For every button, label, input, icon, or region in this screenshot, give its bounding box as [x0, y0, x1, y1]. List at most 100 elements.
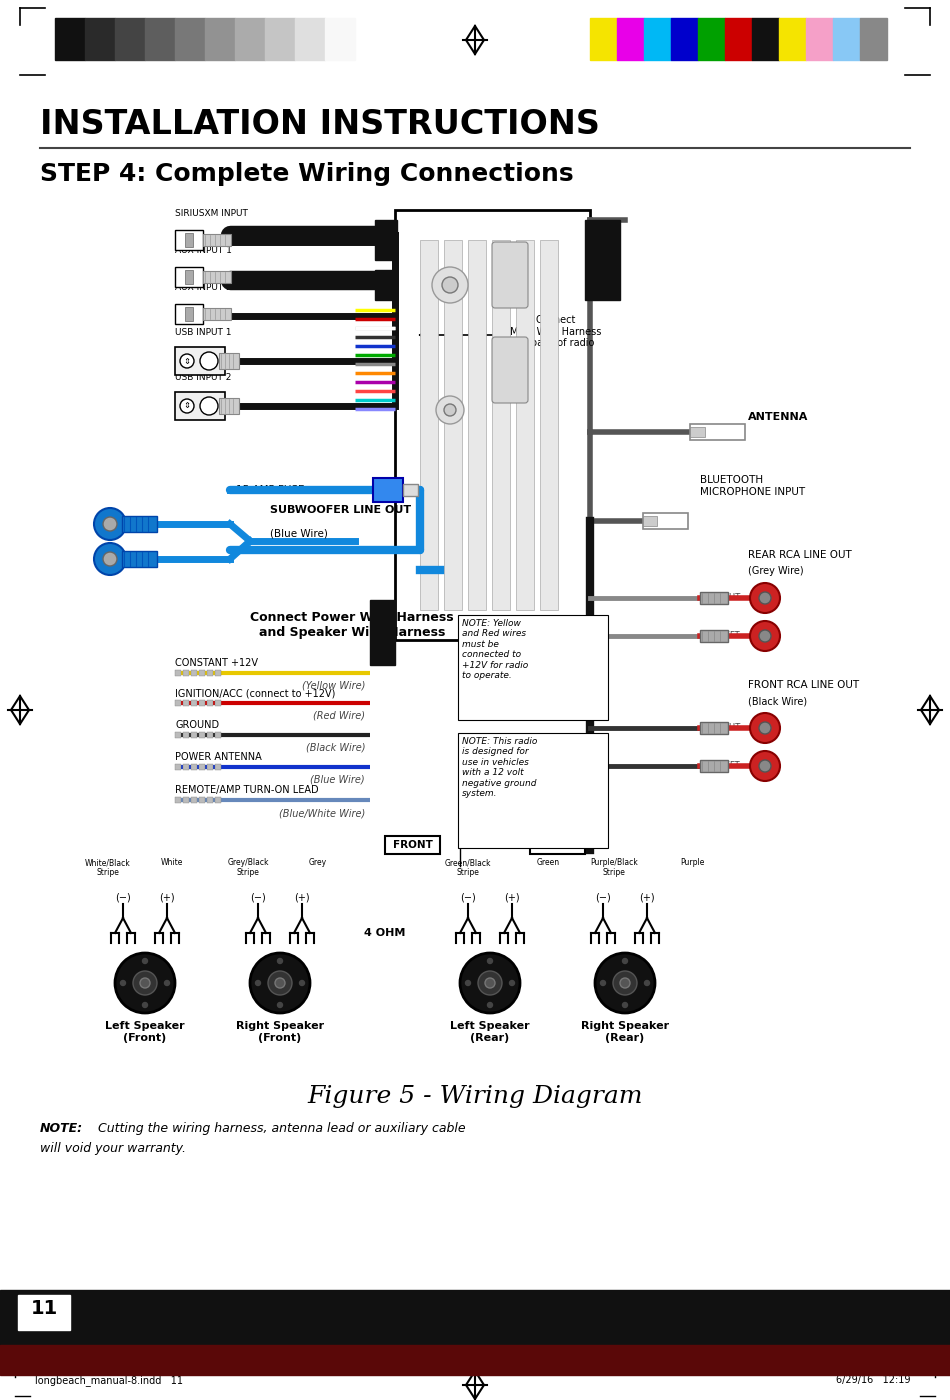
Bar [183, 797, 189, 804]
Text: 11: 11 [30, 1299, 58, 1317]
Bar [55, 18, 85, 60]
Bar [643, 517, 657, 526]
Bar [175, 797, 181, 804]
Bar [207, 671, 213, 676]
Text: (Grey Wire): (Grey Wire) [748, 566, 804, 575]
Text: (+): (+) [639, 893, 655, 903]
Text: Grey: Grey [309, 858, 327, 867]
Bar [806, 18, 833, 60]
Text: Grey/Black
Stripe: Grey/Black Stripe [227, 858, 269, 878]
Bar [700, 722, 728, 734]
Circle shape [200, 398, 218, 414]
Text: FRONT RCA LINE OUT: FRONT RCA LINE OUT [748, 680, 859, 690]
Text: RIGHT: RIGHT [713, 594, 740, 602]
Bar [191, 671, 197, 676]
Text: (Blue Wire): (Blue Wire) [270, 528, 328, 538]
Circle shape [600, 980, 605, 986]
Bar [0, 1289, 950, 1365]
Circle shape [180, 354, 194, 368]
Bar [375, 270, 397, 300]
Bar [207, 797, 213, 804]
Bar [185, 232, 193, 246]
Circle shape [103, 552, 117, 566]
Text: LEFT: LEFT [720, 631, 740, 641]
Bar [325, 18, 355, 60]
Bar [215, 764, 221, 770]
Bar [700, 630, 728, 643]
Bar [219, 353, 239, 370]
Bar [265, 18, 295, 60]
Text: White: White [161, 858, 183, 867]
Bar [643, 512, 688, 529]
Text: longbeach_manual-8.indd   11: longbeach_manual-8.indd 11 [35, 1375, 183, 1386]
Circle shape [115, 953, 175, 1014]
Text: AUX INPUT 2: AUX INPUT 2 [175, 283, 232, 293]
FancyBboxPatch shape [492, 242, 528, 308]
Text: Connect Power Wire Harness
and Speaker Wire Harness: Connect Power Wire Harness and Speaker W… [250, 610, 454, 638]
Bar [215, 700, 221, 706]
Circle shape [622, 959, 628, 963]
Text: ANTENNA: ANTENNA [748, 412, 808, 421]
Circle shape [466, 980, 470, 986]
Circle shape [250, 953, 310, 1014]
Bar [183, 732, 189, 738]
Bar [698, 18, 725, 60]
Text: REAR: REAR [542, 840, 573, 850]
Bar [175, 267, 203, 287]
Bar [199, 797, 205, 804]
Text: (Blue/White Wire): (Blue/White Wire) [278, 808, 365, 818]
Bar [183, 700, 189, 706]
Circle shape [478, 972, 502, 995]
Bar [458, 734, 608, 848]
Text: USB INPUT 2: USB INPUT 2 [175, 372, 232, 382]
Bar [375, 220, 397, 260]
Circle shape [759, 760, 771, 771]
Text: Green: Green [537, 858, 560, 867]
Text: (−): (−) [595, 893, 611, 903]
FancyBboxPatch shape [492, 337, 528, 403]
Bar [219, 398, 239, 414]
Text: AUX INPUT 1: AUX INPUT 1 [175, 246, 232, 255]
Bar [0, 1345, 950, 1375]
Bar [203, 308, 231, 321]
Text: Left Speaker
(Rear): Left Speaker (Rear) [450, 1021, 530, 1043]
Bar [199, 671, 205, 676]
Bar [444, 239, 462, 610]
Bar [690, 427, 705, 437]
Bar [183, 671, 189, 676]
Bar [690, 424, 745, 440]
Text: INSTALLATION INSTRUCTIONS: INSTALLATION INSTRUCTIONS [40, 108, 599, 141]
Circle shape [759, 630, 771, 643]
Bar [199, 764, 205, 770]
Text: REAR RCA LINE OUT: REAR RCA LINE OUT [748, 550, 852, 560]
Bar [122, 552, 157, 567]
Circle shape [759, 592, 771, 603]
Bar [700, 592, 728, 603]
Bar [779, 18, 806, 60]
Circle shape [620, 979, 630, 988]
Bar [191, 700, 197, 706]
Circle shape [200, 351, 218, 370]
Circle shape [180, 399, 194, 413]
Circle shape [164, 980, 169, 986]
Bar [370, 601, 395, 665]
Text: ⇕: ⇕ [183, 357, 191, 365]
Circle shape [460, 953, 520, 1014]
Circle shape [121, 980, 125, 986]
Circle shape [613, 972, 637, 995]
Bar [468, 239, 486, 610]
Circle shape [142, 1002, 147, 1008]
Circle shape [485, 979, 495, 988]
Bar [420, 239, 438, 610]
Bar [85, 18, 115, 60]
Bar [207, 764, 213, 770]
Bar [185, 270, 193, 284]
Bar [617, 18, 644, 60]
Text: Connect
Main Wire Harness
to back of radio: Connect Main Wire Harness to back of rad… [510, 315, 601, 349]
Circle shape [140, 979, 150, 988]
Bar [175, 732, 181, 738]
Text: (+): (+) [294, 893, 310, 903]
Bar [458, 615, 608, 720]
Text: Figure 5 - Wiring Diagram: Figure 5 - Wiring Diagram [307, 1085, 643, 1107]
Bar [833, 18, 860, 60]
